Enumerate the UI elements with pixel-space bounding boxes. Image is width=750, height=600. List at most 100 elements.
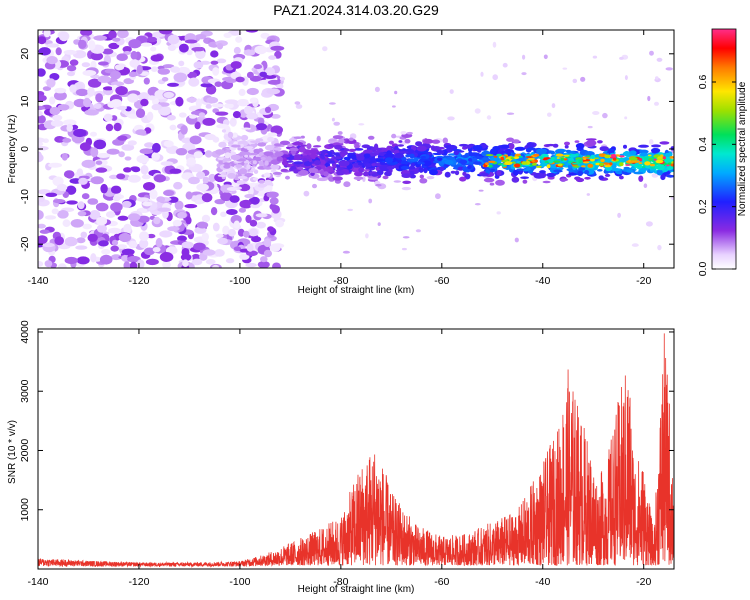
spectrogram-blob bbox=[316, 135, 321, 142]
spectrogram-blob bbox=[354, 171, 363, 177]
spectrogram-blob bbox=[647, 95, 651, 102]
spectrogram-blob bbox=[432, 160, 440, 164]
spectrogram-blob bbox=[66, 65, 77, 72]
spectrogram-blob bbox=[293, 154, 302, 161]
spectrogram-blob bbox=[78, 39, 87, 49]
spectrogram-blob bbox=[128, 240, 138, 249]
y-tick-label: -10 bbox=[19, 189, 31, 204]
spectrogram-blob bbox=[116, 53, 128, 61]
spectrogram-blob bbox=[153, 174, 166, 183]
spectrogram-blob bbox=[312, 145, 322, 148]
spectrogram-blob bbox=[398, 151, 409, 154]
spectrogram-blob bbox=[578, 159, 582, 164]
spectrogram-blob bbox=[251, 168, 256, 172]
spectrogram-blob bbox=[444, 159, 454, 165]
spectrogram-blob bbox=[252, 160, 257, 165]
spectrogram-blob bbox=[468, 152, 480, 157]
spectrogram-blob bbox=[45, 192, 58, 197]
spectrogram-blob bbox=[246, 112, 259, 120]
spectrogram-blob bbox=[260, 32, 270, 39]
spectrogram-blob bbox=[151, 103, 162, 111]
spectrogram-blob bbox=[62, 219, 71, 227]
spectrogram-blob bbox=[218, 141, 227, 148]
spectrogram-blob bbox=[148, 95, 156, 101]
spectrogram-blob bbox=[244, 105, 253, 115]
spectrogram-blob bbox=[112, 99, 122, 108]
spectrogram-blob bbox=[38, 94, 47, 102]
spectrogram-blob bbox=[57, 210, 69, 219]
spectrogram-blob bbox=[286, 160, 294, 163]
spectrogram-blob bbox=[295, 104, 303, 109]
spectrogram-blob bbox=[560, 157, 564, 161]
spectrogram-blob bbox=[143, 182, 156, 191]
spectrogram-blob bbox=[409, 153, 415, 159]
spectrogram-blob bbox=[619, 162, 624, 167]
spectrogram-blob bbox=[212, 222, 220, 232]
spectrogram-blob bbox=[575, 177, 585, 183]
spectrogram-blob bbox=[527, 147, 536, 151]
spectrogram-blob bbox=[226, 187, 238, 191]
spectrogram-blob bbox=[226, 209, 238, 215]
spectrogram-blob bbox=[221, 129, 227, 133]
spectrogram-blob bbox=[90, 52, 104, 61]
spectrogram-blob bbox=[87, 78, 102, 88]
spectrogram-blob bbox=[490, 148, 497, 155]
spectrogram-blob bbox=[660, 174, 666, 181]
spectrogram-blob bbox=[511, 176, 520, 183]
spectrogram-blob bbox=[98, 61, 109, 66]
spectrogram-blob bbox=[442, 137, 448, 144]
spectrogram-blob bbox=[294, 101, 301, 105]
spectrogram-blob bbox=[394, 90, 398, 95]
spectrogram-blob bbox=[272, 171, 283, 175]
spectrogram-blob bbox=[510, 157, 515, 160]
spectrogram-blob bbox=[669, 156, 674, 159]
spectrogram-blob bbox=[438, 146, 445, 150]
spectrogram-blob bbox=[644, 161, 651, 166]
spectrogram-blob bbox=[241, 127, 252, 130]
spectrogram-blob bbox=[81, 193, 90, 200]
spectrogram-blob bbox=[386, 165, 395, 170]
spectrogram-blob bbox=[323, 171, 329, 177]
spectrogram-blob bbox=[110, 202, 123, 212]
snr-frame bbox=[37, 328, 675, 570]
spectrogram-blob bbox=[44, 260, 53, 268]
spectrogram-blob bbox=[333, 121, 341, 126]
spectrogram-blob bbox=[258, 161, 264, 166]
spectrogram-blob bbox=[270, 164, 280, 170]
spectrogram-blob bbox=[400, 131, 407, 135]
spectrogram-blob bbox=[521, 72, 527, 76]
spectrogram-blob bbox=[583, 161, 590, 164]
spectrogram-blob bbox=[215, 233, 224, 238]
spectrogram-blob bbox=[356, 155, 365, 161]
spectrogram-blob bbox=[137, 215, 150, 223]
spectrogram-blob bbox=[113, 122, 122, 132]
spectrogram-blob bbox=[83, 97, 91, 108]
spectrogram-blob bbox=[287, 143, 293, 148]
spectrogram-blob bbox=[63, 49, 77, 55]
spectrogram-blob bbox=[224, 103, 234, 109]
spectrogram-blob bbox=[583, 157, 587, 160]
colorbar-tick-label: 0.0 bbox=[697, 262, 709, 277]
spectrogram-blob bbox=[657, 244, 662, 251]
spectrogram-blob bbox=[564, 144, 569, 149]
spectrogram-blob bbox=[160, 161, 174, 167]
spectrogram-blob bbox=[79, 142, 91, 152]
spectrogram-blob bbox=[178, 60, 185, 67]
spectrogram-blob bbox=[210, 207, 218, 216]
spectrogram-blob bbox=[599, 146, 609, 152]
spectrogram-blob bbox=[648, 157, 653, 161]
spectrogram-blob bbox=[117, 30, 129, 39]
spectrogram-blob bbox=[348, 137, 354, 142]
spectrogram-blob bbox=[371, 173, 379, 177]
spectrogram-blob bbox=[238, 88, 246, 96]
spectrogram-blob bbox=[73, 128, 87, 138]
spectrogram-blob bbox=[504, 161, 513, 166]
spectrogram-blob bbox=[662, 156, 666, 160]
spectrogram-blob bbox=[152, 142, 161, 153]
spectrogram-blob bbox=[146, 111, 154, 122]
spectrogram-blob bbox=[474, 203, 481, 206]
spectrogram-blob bbox=[87, 198, 99, 205]
spectrogram-blob bbox=[198, 112, 206, 118]
spectrogram-blob bbox=[62, 138, 72, 143]
spectrogram-blob bbox=[233, 246, 242, 251]
